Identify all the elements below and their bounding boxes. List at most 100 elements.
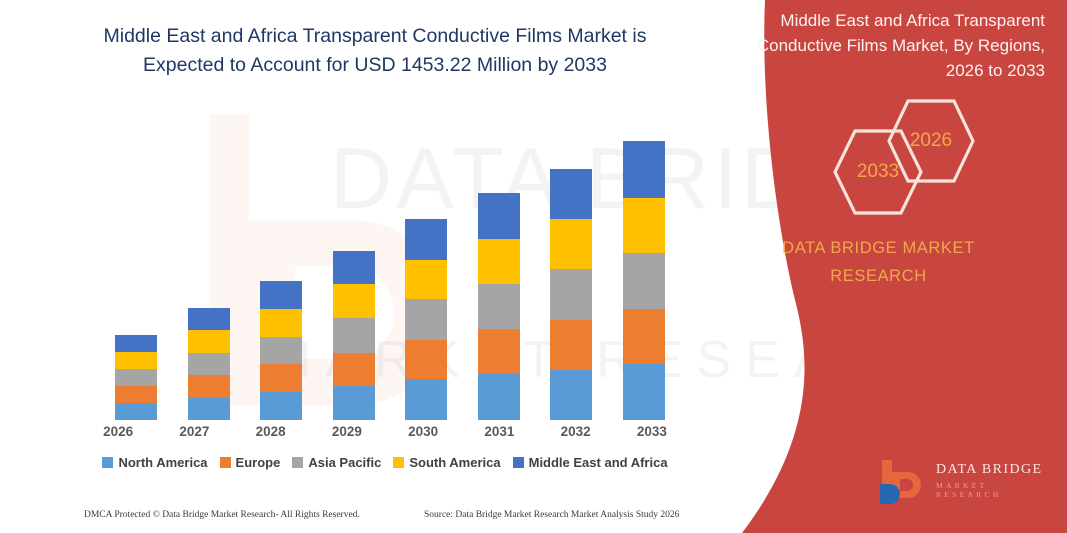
bar-segment-south-america <box>405 259 448 300</box>
stacked-bar <box>115 334 158 420</box>
logo-wordmark: DATA BRIDGE <box>936 462 1043 477</box>
bar-segment-south-america <box>115 351 158 369</box>
x-tick-2031: 2031 <box>484 424 515 439</box>
bar-segment-europe <box>477 329 520 375</box>
bar-segment-south-america <box>187 330 230 353</box>
legend-label: Asia Pacific <box>308 455 382 470</box>
panel-title: Middle East and Africa Transparent Condu… <box>756 11 1045 80</box>
footer: DMCA Protected © Data Bridge Market Rese… <box>0 508 690 532</box>
stacked-bar <box>477 193 520 420</box>
bar-segment-north-america <box>550 369 593 420</box>
bar-segment-north-america <box>332 385 375 420</box>
bar-segment-north-america <box>115 402 158 420</box>
bar-segment-europe <box>622 308 665 365</box>
bar-segment-asia-pacific <box>187 352 230 376</box>
chart-plot-area <box>100 110 680 420</box>
data-bridge-logo: DATA BRIDGE MARKET RESEARCH <box>878 458 1056 506</box>
bar-segment-north-america <box>477 374 520 420</box>
legend-item-south-america[interactable]: South America <box>393 455 501 470</box>
bar-segment-europe <box>187 375 230 398</box>
panel-brand-line2: RESEARCH <box>830 267 927 285</box>
panel-brand: DATA BRIDGE MARKET RESEARCH <box>690 234 1067 290</box>
bar-segment-north-america <box>260 392 303 420</box>
bar-segment-europe <box>405 339 448 380</box>
legend-label: Middle East and Africa <box>528 455 668 470</box>
bar-segment-middle-east-and-africa <box>405 219 448 260</box>
bar-column <box>395 110 457 420</box>
bar-segment-middle-east-and-africa <box>187 307 230 331</box>
bar-segment-asia-pacific <box>550 269 593 320</box>
page-title: Middle East and Africa Transparent Condu… <box>103 25 647 76</box>
bar-segment-asia-pacific <box>405 299 448 340</box>
bar-segment-south-america <box>332 284 375 319</box>
hexagon-2026-label: 2026 <box>909 130 953 151</box>
bar-segment-middle-east-and-africa <box>260 281 303 309</box>
hexagon-badge-2033: 2033 <box>832 128 924 216</box>
legend-item-asia-pacific[interactable]: Asia Pacific <box>292 455 381 470</box>
bar-segment-asia-pacific <box>622 253 665 309</box>
bar-segment-south-america <box>550 219 593 270</box>
bar-segment-middle-east-and-africa <box>477 193 520 240</box>
logo-tagline: MARKET RESEARCH <box>936 481 1002 499</box>
chart-legend: North America Europe Asia Pacific South Ame… <box>80 455 690 470</box>
bar-segment-middle-east-and-africa <box>332 251 375 285</box>
legend-item-middle-east-and-africa[interactable]: Middle East and Africa <box>512 455 668 470</box>
legend-label: North America <box>118 455 208 470</box>
bar-column <box>323 110 385 420</box>
bar-segment-south-america <box>622 197 665 254</box>
legend-swatch-icon <box>102 457 114 468</box>
bar-segment-middle-east-and-africa <box>115 334 158 352</box>
bar-segment-asia-pacific <box>260 336 303 365</box>
legend-swatch-icon <box>219 457 231 468</box>
stacked-bar <box>622 141 665 420</box>
hexagon-badge-2026: 2026 <box>886 98 976 184</box>
bar-segment-europe <box>260 364 303 393</box>
stacked-bar <box>260 281 303 420</box>
bar-segment-north-america <box>187 397 230 420</box>
hexagon-2033-label: 2033 <box>856 161 900 182</box>
legend-swatch-icon <box>292 457 304 468</box>
bar-segment-north-america <box>405 379 448 420</box>
panel-brand-line1: DATA BRIDGE MARKET <box>782 239 975 257</box>
bar-segment-middle-east-and-africa <box>622 141 665 198</box>
stacked-bar-chart <box>80 110 690 420</box>
x-tick-2033: 2033 <box>636 424 667 439</box>
bar-column <box>468 110 530 420</box>
bar-segment-south-america <box>260 308 303 337</box>
stacked-bar <box>405 219 448 420</box>
panel-background-shape <box>742 0 1067 533</box>
bar-segment-asia-pacific <box>332 318 375 353</box>
x-tick-2026: 2026 <box>103 424 134 439</box>
side-panel: Middle East and Africa Transparent Condu… <box>690 0 1067 533</box>
legend-item-europe[interactable]: Europe <box>219 455 281 470</box>
bar-segment-south-america <box>477 239 520 285</box>
bar-segment-europe <box>332 352 375 386</box>
bar-column <box>105 110 167 420</box>
bar-segment-middle-east-and-africa <box>550 168 593 220</box>
bar-segment-asia-pacific <box>115 368 158 386</box>
data-bridge-mark-icon <box>880 460 921 504</box>
bar-segment-europe <box>115 385 158 403</box>
legend-item-north-america[interactable]: North America <box>102 455 208 470</box>
bar-column <box>613 110 675 420</box>
x-tick-2029: 2029 <box>331 424 362 439</box>
legend-swatch-icon <box>512 457 524 468</box>
legend-label: South America <box>409 455 501 470</box>
x-tick-2028: 2028 <box>255 424 286 439</box>
x-tick-2030: 2030 <box>408 424 439 439</box>
legend-label: Europe <box>235 455 281 470</box>
stacked-bar <box>332 251 375 420</box>
bar-segment-asia-pacific <box>477 284 520 330</box>
x-tick-2032: 2032 <box>560 424 591 439</box>
bar-segment-europe <box>550 319 593 370</box>
bar-column <box>178 110 240 420</box>
stacked-bar <box>187 307 230 420</box>
hexagon-icon <box>887 99 975 183</box>
hexagon-icon <box>833 129 923 215</box>
x-axis-tick-labels: 2026 2027 2028 2029 2030 2031 2032 2033 <box>80 424 690 446</box>
bar-column <box>250 110 312 420</box>
bar-segment-north-america <box>622 364 665 420</box>
footer-copyright: DMCA Protected © Data Bridge Market Rese… <box>84 510 360 520</box>
bar-column <box>540 110 602 420</box>
